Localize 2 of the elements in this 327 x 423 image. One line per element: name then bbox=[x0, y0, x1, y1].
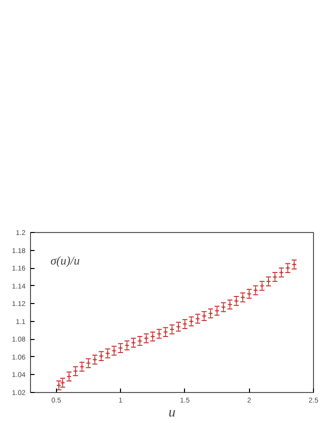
x-axis-title: u bbox=[168, 406, 176, 420]
annotation: σ(u)/u bbox=[50, 254, 80, 268]
